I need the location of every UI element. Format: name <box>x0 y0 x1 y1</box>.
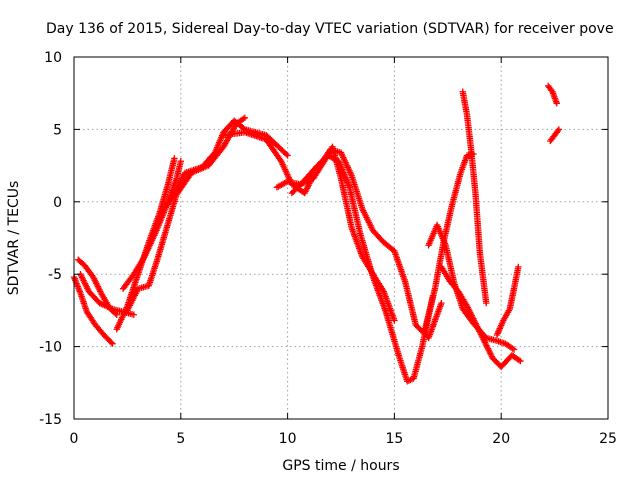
data-point <box>240 115 247 122</box>
y-axis-label: SDTVAR / TECUs <box>6 181 22 296</box>
data-point <box>509 345 516 352</box>
data-point <box>171 155 178 162</box>
series-arc16 <box>493 263 522 339</box>
y-tick-label: 0 <box>53 195 62 211</box>
ticks-layer: 0 5 10 15 20 25 -15 -10 -5 0 5 10 <box>39 50 617 447</box>
series-arc13 <box>425 221 518 353</box>
data-point <box>109 340 116 347</box>
data-point <box>391 317 398 324</box>
plot-frame <box>73 56 609 420</box>
series-arc7 <box>164 117 291 208</box>
data-point <box>113 311 120 318</box>
data-point <box>515 263 522 271</box>
data-point <box>510 346 518 353</box>
data-points-layer <box>70 82 563 385</box>
data-point <box>483 299 490 307</box>
chart-title: Day 136 of 2015, Sidereal Day-to-day VTE… <box>46 21 614 37</box>
x-tick-label: 0 <box>70 431 79 447</box>
y-tick-label: -15 <box>39 412 62 428</box>
x-tick-label: 25 <box>599 431 617 447</box>
y-tick-label: -10 <box>39 340 62 356</box>
data-point <box>517 357 524 365</box>
y-tick-label: 5 <box>53 122 62 138</box>
data-point <box>177 158 184 165</box>
series-arc6 <box>124 114 249 314</box>
data-point <box>241 114 249 122</box>
data-point <box>438 299 445 307</box>
series-arc17 <box>544 82 560 107</box>
x-tick-label: 10 <box>279 431 297 447</box>
series-arc14 <box>438 263 524 371</box>
data-point <box>108 339 115 346</box>
series-arc4 <box>113 155 178 333</box>
series-arc2 <box>75 256 120 318</box>
x-tick-label: 5 <box>176 431 185 447</box>
grid-layer <box>74 57 608 419</box>
data-point <box>555 126 563 133</box>
data-point <box>554 127 562 135</box>
series-arc18 <box>547 126 563 145</box>
data-point <box>130 311 138 318</box>
series-arc11 <box>316 146 445 342</box>
x-axis-label: GPS time / hours <box>282 458 399 474</box>
data-point <box>553 100 560 107</box>
x-tick-label: 15 <box>385 431 403 447</box>
x-tick-label: 20 <box>492 431 510 447</box>
data-point <box>284 152 291 159</box>
y-tick-label: -5 <box>48 267 62 283</box>
data-point <box>283 150 290 158</box>
y-tick-label: 10 <box>44 50 62 66</box>
data-point <box>515 356 523 364</box>
series-arc15 <box>459 88 490 307</box>
